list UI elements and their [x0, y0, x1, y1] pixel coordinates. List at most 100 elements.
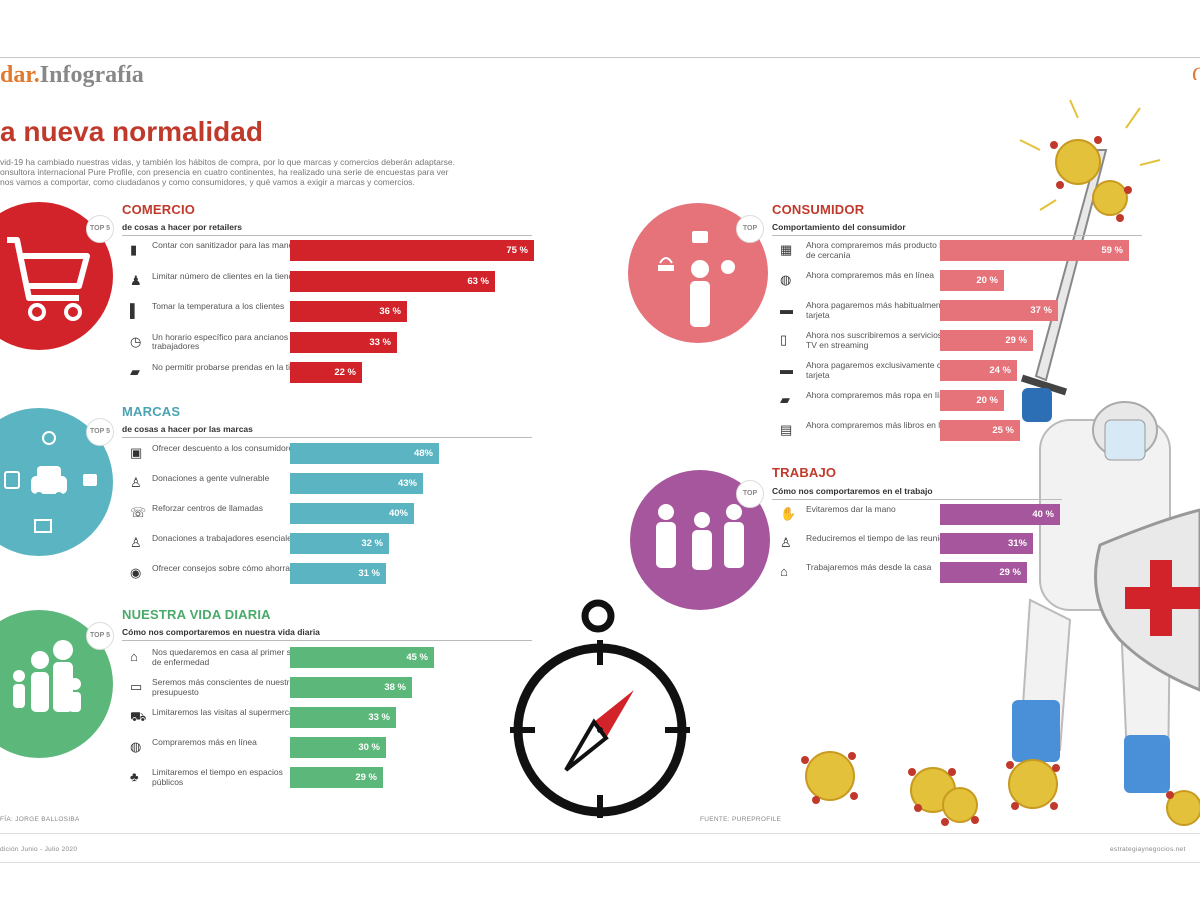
bar-value-label: 29 % — [1005, 335, 1027, 346]
trabajo-top-badge: TOP — [736, 480, 764, 508]
bar-category-label: Reduciremos el tiempo de las reuniones — [806, 533, 958, 543]
workers-icon — [656, 504, 744, 570]
bar-category-label: Trabajaremos más desde la casa — [806, 562, 932, 572]
marcas-title: MARCAS — [122, 404, 181, 419]
bar-category-label: Donaciones a trabajadores esenciales — [152, 533, 297, 543]
home-icon: ⌂ — [130, 649, 138, 664]
bar-category-label: Ahora compraremos más en línea — [806, 270, 935, 280]
bar — [940, 240, 1129, 261]
bar — [290, 737, 386, 758]
vida-top-badge: TOP 5 — [86, 622, 114, 650]
bar — [290, 767, 383, 788]
bar-category-label: Tomar la temperatura a los clientes — [152, 301, 285, 311]
family-icon — [13, 640, 81, 712]
bar — [940, 360, 1017, 381]
comercio-top-badge: TOP 5 — [86, 215, 114, 243]
marcas-subtitle: de cosas a hacer por las marcas — [122, 424, 253, 434]
bar-category-label: Ahora compraremos más producto local y d… — [806, 240, 964, 260]
globe-icon: ◍ — [130, 739, 142, 754]
bar-category-label: Ahora nos suscribiremos a servicios de T… — [806, 330, 954, 350]
bar — [940, 562, 1027, 583]
bar — [290, 563, 386, 584]
marcas-top-badge: TOP 5 — [86, 418, 114, 446]
bar-value-label: 31 % — [358, 568, 380, 579]
bar-value-label: 32 % — [361, 538, 383, 549]
bar — [290, 647, 434, 668]
bar-value-label: 29 % — [999, 567, 1021, 578]
clothes-icon: ▰ — [780, 392, 790, 407]
bar-value-label: 30 % — [358, 742, 380, 753]
trabajo-title: TRABAJO — [772, 465, 837, 480]
people-limit-icon: ♟ — [130, 272, 142, 288]
card-icon: ▬ — [780, 302, 793, 317]
tv-icon: ▯ — [780, 332, 788, 347]
sparkle-lines — [1019, 99, 1161, 211]
bar-category-label: No permitir probarse prendas en la tiend… — [152, 362, 309, 372]
top-divider — [0, 57, 1200, 58]
wallet-icon: ▭ — [130, 679, 143, 694]
bar-value-label: 33 % — [368, 712, 390, 723]
bar — [290, 362, 362, 383]
edition-text: dición Junio - Julio 2020 — [0, 846, 78, 853]
footer-divider — [0, 833, 1200, 834]
bar-category-label: Limitar número de clientes en la tienda — [152, 270, 298, 281]
bar-value-label: 63 % — [467, 275, 489, 287]
home-office-icon: ⌂ — [780, 564, 788, 579]
bar — [290, 707, 396, 728]
vida-subtitle: Cómo nos comportaremos en nuestra vida d… — [122, 627, 320, 637]
store-icon: ▦ — [780, 242, 793, 257]
bar-value-label: 22 % — [334, 367, 356, 378]
phone-icon: ☏ — [130, 505, 147, 520]
page-title: a nueva normalidad — [0, 116, 263, 147]
bar — [940, 270, 1004, 291]
bar — [290, 443, 439, 464]
site-text: estrategiaynegocios.net — [1110, 846, 1186, 853]
person-icon: ♙ — [130, 475, 142, 490]
bar-category-label: Ahora compraremos más libros en línea — [806, 420, 957, 430]
shopping-cart-icon: ⛟ — [130, 709, 147, 724]
bar-value-label: 31% — [1007, 538, 1027, 549]
consumidor-subtitle: Comportamiento del consumidor — [772, 222, 906, 232]
book-icon: ▤ — [780, 422, 793, 437]
bar-category-label: Evitaremos dar la mano — [806, 504, 896, 514]
bar — [940, 300, 1058, 321]
bar-value-label: 38 % — [384, 682, 406, 693]
bar-category-label: Ahora compraremos más ropa en línea — [806, 390, 954, 400]
bar — [940, 504, 1060, 525]
clothes-icon: ▰ — [130, 364, 140, 379]
virus-icon — [805, 139, 1200, 826]
consumidor-divider — [772, 235, 1142, 236]
bar-value-label: 43% — [397, 478, 417, 489]
bar-category-label: Donaciones a gente vulnerable — [152, 473, 270, 483]
hand-sanitizer-icon: ▮ — [130, 242, 138, 257]
person-icon: ♙ — [780, 535, 792, 550]
consumer-icon — [658, 231, 735, 327]
bar-value-label: 75 % — [506, 245, 528, 256]
bar-category-label: Reforzar centros de llamadas — [152, 503, 264, 513]
intro-text: vid-19 ha cambiado nuestras vidas, y tam… — [0, 157, 455, 187]
bar-value-label: 24 % — [989, 365, 1011, 376]
bar-category-label: Limitaremos las visitas al supermercado — [152, 707, 304, 717]
bar — [290, 331, 397, 353]
bar — [940, 533, 1033, 554]
worker-icon: ♙ — [130, 535, 142, 550]
bar-value-label: 36 % — [379, 306, 401, 317]
credit-text: FÍA: JORGE BALLOSIBA — [0, 816, 80, 823]
shopping-cart-icon — [7, 237, 90, 321]
piggy-bank-icon: ◉ — [130, 565, 142, 580]
trabajo-subtitle: Cómo nos comportaremos en el trabajo — [772, 486, 933, 496]
globe-icon: ◍ — [780, 272, 792, 287]
bar-value-label: 40 % — [1032, 509, 1054, 520]
bar-category-label: Compraremos más en línea — [152, 737, 257, 747]
bar-value-label: 20 % — [976, 275, 998, 286]
marcas-divider — [122, 437, 532, 438]
tree-icon: ♣ — [130, 769, 139, 784]
vida-divider — [122, 640, 532, 641]
vida-title: NUESTRA VIDA DIARIA — [122, 607, 271, 622]
brand-logo: dar.Infografía — [0, 62, 144, 88]
bar-value-label: 25 % — [992, 425, 1014, 436]
comercio-title: COMERCIO — [122, 202, 196, 217]
bar-category-label: Seremos más conscientes de nuestro presu… — [152, 677, 295, 697]
bar-category-label: Ahora pagaremos exclusivamente con tarje… — [806, 360, 951, 380]
